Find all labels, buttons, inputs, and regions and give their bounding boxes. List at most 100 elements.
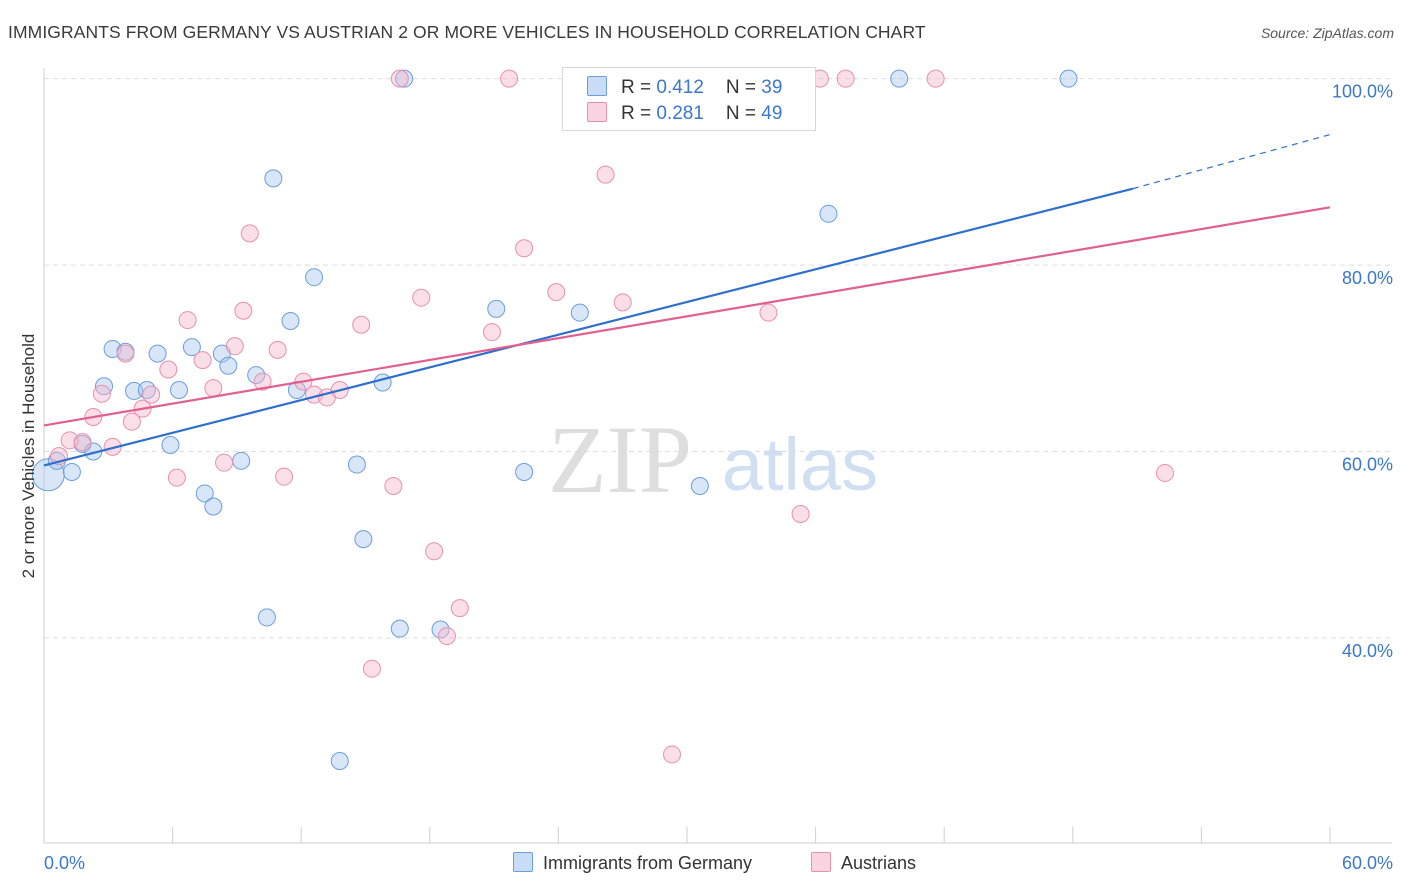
- austrians-point: [225, 337, 244, 356]
- austrians-point: [234, 301, 253, 320]
- gridlines: [44, 78, 1392, 639]
- austrians-point: [384, 476, 403, 495]
- trend-lines: [43, 133, 1331, 467]
- austrians-point: [362, 659, 381, 678]
- austrians-point: [178, 311, 197, 330]
- germany-point: [95, 377, 114, 396]
- austrians-point: [482, 323, 501, 342]
- germany-point: [390, 619, 409, 638]
- austrians-point: [215, 453, 234, 472]
- r-value: 0.281: [656, 103, 704, 124]
- n-label: N =: [725, 77, 762, 98]
- austrians-point: [547, 283, 566, 302]
- austrians-point: [926, 69, 945, 88]
- y-tick-label: 40.0%: [1342, 641, 1393, 661]
- n-label: N =: [725, 103, 762, 124]
- legend-row-germany: R = 0.412 N = 39: [587, 76, 782, 100]
- austrians-point: [450, 599, 469, 618]
- y-axis-label: 2 or more Vehicles in Household: [19, 334, 38, 579]
- source-credit: Source: ZipAtlas.com: [1260, 25, 1394, 41]
- austrians-point: [613, 293, 632, 312]
- bottom-legend-germany[interactable]: Immigrants from Germany: [513, 852, 752, 874]
- germany-point: [487, 299, 506, 318]
- data-points: [31, 69, 1174, 770]
- legend-swatch-germany: [587, 76, 607, 96]
- austrians-point: [412, 288, 431, 307]
- axes: [43, 68, 1392, 844]
- austrians-point: [515, 239, 534, 258]
- germany-trend-extension: [1132, 133, 1331, 190]
- austrians-point: [791, 504, 810, 523]
- austrians-point: [167, 468, 186, 487]
- germany-trend-line: [43, 187, 1134, 467]
- stats-legend: R = 0.412 N = 39 R = 0.281 N = 49: [562, 67, 816, 131]
- legend-row-austrians: R = 0.281 N = 49: [587, 102, 782, 126]
- austrians-point: [92, 384, 111, 403]
- germany-point: [354, 530, 373, 549]
- austrians-point: [159, 360, 178, 379]
- germany-point: [195, 484, 214, 503]
- x-tick-label: 60.0%: [1342, 853, 1393, 873]
- chart-title: IMMIGRANTS FROM GERMANY VS AUSTRIAN 2 OR…: [8, 22, 926, 42]
- watermark: ZIP atlas: [548, 406, 878, 513]
- germany-point: [232, 451, 251, 470]
- austrians-point: [425, 542, 444, 561]
- austrians-point: [596, 165, 615, 184]
- germany-point: [204, 497, 223, 516]
- germany-point: [219, 356, 238, 375]
- austrians-point: [352, 315, 371, 334]
- austrians-point: [836, 69, 855, 88]
- germany-point: [62, 463, 81, 482]
- austrians-point: [390, 69, 409, 88]
- germany-point: [431, 620, 450, 639]
- watermark-zip: ZIP: [548, 406, 692, 513]
- austrians-point: [500, 69, 519, 88]
- germany-point: [570, 303, 589, 322]
- austrians-trend-line: [43, 206, 1331, 427]
- germany-point: [247, 366, 266, 385]
- bottom-legend-label: Immigrants from Germany: [543, 853, 753, 873]
- austrians-point: [204, 379, 223, 398]
- germany-point: [347, 455, 366, 474]
- austrians-point: [275, 467, 294, 486]
- austrians-point: [193, 351, 212, 370]
- austrians-point: [73, 433, 92, 452]
- germany-point: [182, 338, 201, 357]
- r-label: R =: [621, 103, 657, 124]
- austrians-point: [437, 627, 456, 646]
- bottom-legend-label: Austrians: [841, 853, 917, 873]
- austrians-point: [1155, 463, 1174, 482]
- tick-labels: 40.0% 60.0% 80.0% 100.0% 0.0% 60.0%: [44, 82, 1393, 873]
- y-tick-label: 100.0%: [1332, 82, 1393, 102]
- germany-point: [690, 476, 709, 495]
- n-value: 39: [761, 77, 783, 98]
- germany-point: [281, 312, 300, 330]
- x-tick-label: 0.0%: [44, 853, 85, 873]
- germany-point: [161, 435, 180, 454]
- germany-point: [264, 169, 283, 188]
- bottom-legend-swatch-germany: [513, 852, 533, 872]
- austrians-point: [268, 340, 287, 359]
- bottom-legend-austrians[interactable]: Austrians: [811, 852, 916, 874]
- bottom-legend-swatch-austrians: [811, 852, 831, 872]
- germany-point: [515, 463, 534, 482]
- austrians-point: [122, 412, 141, 431]
- legend-swatch-austrians: [587, 102, 607, 122]
- austrians-point: [116, 344, 135, 363]
- germany-point: [148, 344, 167, 363]
- germany-point: [330, 751, 349, 770]
- germany-point: [890, 69, 909, 88]
- austrians-point: [759, 303, 778, 322]
- watermark-atlas: atlas: [722, 423, 878, 506]
- germany-point: [257, 608, 276, 627]
- germany-point: [1059, 69, 1078, 88]
- germany-point: [373, 373, 392, 392]
- austrians-point: [142, 385, 161, 404]
- austrians-point: [253, 372, 272, 391]
- germany-point: [170, 380, 189, 399]
- n-value: 49: [761, 103, 783, 124]
- germany-point: [125, 381, 144, 400]
- germany-point: [305, 268, 324, 287]
- austrians-point: [662, 745, 681, 764]
